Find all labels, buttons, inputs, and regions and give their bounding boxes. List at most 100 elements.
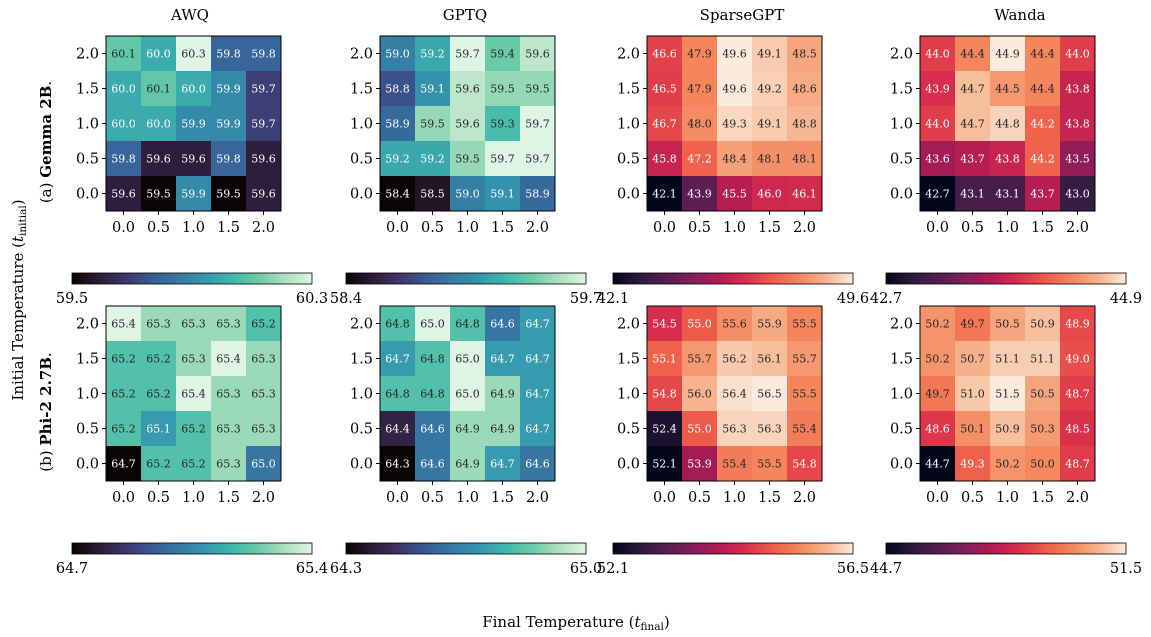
colorbar-max-label: 51.5 xyxy=(1110,561,1142,577)
heatmap-cell xyxy=(176,306,211,341)
heatmap-cell xyxy=(176,376,211,411)
heatmap-cell xyxy=(415,71,450,106)
heatmap-cell-label: 59.5 xyxy=(420,118,445,131)
x-tick-label: 0.5 xyxy=(961,220,984,236)
heatmap-cell xyxy=(647,106,682,141)
heatmap-cell xyxy=(415,446,450,481)
heatmap-cell xyxy=(990,36,1025,71)
y-tick-label: 2.0 xyxy=(350,317,373,333)
heatmap-cell-label: 65.3 xyxy=(181,353,206,366)
heatmap-cell xyxy=(920,411,955,446)
heatmap-cell-label: 64.8 xyxy=(420,388,445,401)
heatmap-cell-label: 64.8 xyxy=(420,353,445,366)
heatmap-cell xyxy=(520,306,555,341)
heatmap-cell-label: 65.2 xyxy=(111,423,136,436)
heatmap-cell-label: 59.0 xyxy=(385,48,410,61)
colorbar-awq-gemma xyxy=(71,272,313,285)
x-tick-label: 0.5 xyxy=(688,220,711,236)
x-tick-label: 2.0 xyxy=(1066,220,1089,236)
x-tick-label: 1.0 xyxy=(456,220,479,236)
heatmap-cell xyxy=(920,446,955,481)
heatmap-cell xyxy=(1025,141,1060,176)
x-tick-label: 0.5 xyxy=(147,490,170,506)
heatmap-cell-label: 55.7 xyxy=(687,353,712,366)
heatmap-cell-label: 43.9 xyxy=(925,83,950,96)
heatmap-cell xyxy=(1060,376,1095,411)
colorbar-wanda-phi xyxy=(885,542,1127,555)
heatmap-cell xyxy=(647,36,682,71)
heatmap-cell xyxy=(141,106,176,141)
heatmap-cell-label: 46.7 xyxy=(652,118,677,131)
heatmap-cell xyxy=(752,176,787,211)
heatmap-cell-label: 54.8 xyxy=(652,388,677,401)
heatmap-cell xyxy=(520,36,555,71)
heatmap-cell-label: 64.8 xyxy=(455,318,480,331)
x-tick-label: 0.0 xyxy=(653,490,676,506)
heatmap-cell-label: 47.9 xyxy=(687,48,712,61)
heatmap-cell xyxy=(246,176,281,211)
heatmap-cell xyxy=(211,376,246,411)
heatmap-cell xyxy=(176,71,211,106)
heatmap-cell-label: 60.1 xyxy=(111,48,136,61)
heatmap-cell-label: 49.3 xyxy=(722,118,747,131)
heatmap-cell-label: 50.0 xyxy=(1030,458,1055,471)
heatmap-cell-label: 60.1 xyxy=(146,83,171,96)
heatmap-cell-label: 65.3 xyxy=(146,318,171,331)
heatmap-cell-label: 59.6 xyxy=(525,48,550,61)
heatmap-cell xyxy=(450,306,485,341)
heatmap-cell xyxy=(1060,141,1095,176)
x-tick-label: 1.5 xyxy=(1031,490,1054,506)
heatmap-cell-label: 59.9 xyxy=(181,188,206,201)
x-tick-label: 0.0 xyxy=(653,220,676,236)
heatmap-cell-label: 46.5 xyxy=(652,83,677,96)
y-tick-label: 0.0 xyxy=(76,187,99,203)
heatmap-cell-label: 49.7 xyxy=(960,318,985,331)
row-label-phi-model: Phi-2 2.7B xyxy=(37,357,55,446)
heatmap-cell xyxy=(485,306,520,341)
colorbar-gptq-gemma xyxy=(345,272,587,285)
y-tick-label: 1.0 xyxy=(76,117,99,133)
x-tick-label: 0.0 xyxy=(112,490,135,506)
colorbar-min-label: 42.1 xyxy=(597,291,629,307)
heatmap-cell xyxy=(647,71,682,106)
heatmap-cell-label: 65.3 xyxy=(251,423,276,436)
heatmap-cell xyxy=(920,341,955,376)
heatmap-cell xyxy=(380,411,415,446)
heatmap-cell-label: 65.4 xyxy=(181,388,206,401)
heatmap-cell xyxy=(520,71,555,106)
heatmap-cell xyxy=(990,176,1025,211)
heatmap-cell-label: 43.1 xyxy=(995,188,1020,201)
heatmap-cell xyxy=(1060,106,1095,141)
heatmap-cell xyxy=(752,411,787,446)
y-tick-label: 1.0 xyxy=(617,117,640,133)
heatmap-cell xyxy=(1060,176,1095,211)
heatmap-cell-label: 65.3 xyxy=(216,423,241,436)
heatmap-cell-label: 56.4 xyxy=(722,388,747,401)
heatmap-cell xyxy=(1025,106,1060,141)
x-tick-label: 0.5 xyxy=(961,490,984,506)
row-label-gemma: (a) Gemma 2B. xyxy=(37,81,55,203)
y-tick-label: 1.5 xyxy=(617,352,640,368)
heatmap-cell-label: 42.7 xyxy=(925,188,950,201)
heatmap-cell xyxy=(485,106,520,141)
heatmap-cell xyxy=(246,446,281,481)
heatmap-cell-label: 60.0 xyxy=(111,118,136,131)
x-tick-label: 0.5 xyxy=(421,220,444,236)
heatmap-cell-label: 50.7 xyxy=(960,353,985,366)
x-tick-label: 1.0 xyxy=(182,490,205,506)
heatmap-cell xyxy=(211,141,246,176)
heatmap-cell xyxy=(415,341,450,376)
heatmap-cell xyxy=(141,341,176,376)
heatmap-panel-sparsegpt-phi: 54.5 55.0 55.6 55.9 55.5 55.1 55.7 56.2 56.1 55.7… xyxy=(597,305,869,577)
heatmap-cell-label: 59.8 xyxy=(111,153,136,166)
heatmap-cell-label: 43.8 xyxy=(995,153,1020,166)
heatmap-cell-label: 59.9 xyxy=(216,118,241,131)
heatmap-cell xyxy=(1060,341,1095,376)
heatmap-cell xyxy=(955,341,990,376)
heatmap-cell xyxy=(380,141,415,176)
y-tick-label: 0.5 xyxy=(350,152,373,168)
heatmap-cell-label: 49.2 xyxy=(757,83,782,96)
heatmap-cell xyxy=(787,446,822,481)
heatmap-cell xyxy=(990,306,1025,341)
heatmap-cell xyxy=(752,141,787,176)
